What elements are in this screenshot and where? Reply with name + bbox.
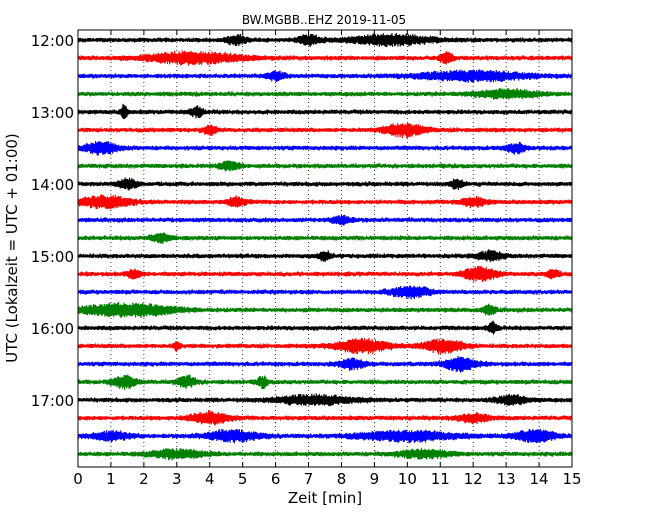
y-tick-label-16:00: 16:00 <box>31 320 74 338</box>
y-tick-label-17:00: 17:00 <box>31 392 74 410</box>
trace-1345 <box>77 160 573 172</box>
plot-frame <box>77 29 573 468</box>
trace-1415 <box>77 194 573 210</box>
trace-1230 <box>77 69 573 83</box>
y-tick-labels: 12:00 13:00 14:00 15:00 16:00 17:00 <box>31 32 74 410</box>
trace-1430 <box>77 214 573 226</box>
trace-1600 <box>77 320 573 335</box>
trace-1700 <box>77 393 573 407</box>
trace-1615 <box>77 337 573 355</box>
trace-1515 <box>77 265 573 283</box>
x-tick-labels: 0 1 2 3 4 5 6 7 8 9 10 11 12 13 14 15 <box>73 470 581 488</box>
x-tick-label-4: 4 <box>205 470 215 488</box>
x-tick-label-2: 2 <box>139 470 149 488</box>
trace-1745 <box>77 447 573 461</box>
trace-1645 <box>77 374 573 391</box>
x-tick-label-3: 3 <box>172 470 182 488</box>
axis-ticks <box>77 30 573 467</box>
traces <box>77 33 573 461</box>
trace-1200 <box>77 33 573 48</box>
x-tick-label-0: 0 <box>73 470 83 488</box>
x-tick-label-6: 6 <box>271 470 281 488</box>
x-axis-label: Zeit [min] <box>288 489 362 507</box>
x-tick-label-11: 11 <box>431 470 450 488</box>
trace-1445 <box>77 232 573 244</box>
trace-1730 <box>77 428 573 444</box>
y-tick-label-14:00: 14:00 <box>31 176 74 194</box>
x-tick-label-14: 14 <box>530 470 549 488</box>
x-tick-label-5: 5 <box>238 470 248 488</box>
x-tick-label-15: 15 <box>562 470 581 488</box>
trace-1545 <box>77 302 573 319</box>
x-tick-label-12: 12 <box>464 470 483 488</box>
trace-1530 <box>77 285 573 300</box>
x-tick-label-9: 9 <box>370 470 380 488</box>
x-tick-label-8: 8 <box>337 470 347 488</box>
y-tick-label-13:00: 13:00 <box>31 104 74 122</box>
grid-lines <box>110 30 540 467</box>
trace-1500 <box>77 249 573 263</box>
y-axis-label: UTC (Lokalzeit = UTC + 01:00) <box>3 133 21 363</box>
x-tick-label-1: 1 <box>106 470 116 488</box>
trace-1330 <box>77 140 573 156</box>
y-tick-label-15:00: 15:00 <box>31 248 74 266</box>
y-tick-label-12:00: 12:00 <box>31 32 74 50</box>
trace-1245 <box>77 87 573 100</box>
trace-1315 <box>77 123 573 139</box>
trace-1215 <box>77 50 573 66</box>
trace-1300 <box>77 103 573 120</box>
trace-1400 <box>77 177 573 191</box>
x-tick-label-7: 7 <box>304 470 314 488</box>
x-tick-label-13: 13 <box>497 470 516 488</box>
x-tick-label-10: 10 <box>398 470 417 488</box>
chart-title: BW.MGBB..EHZ 2019-11-05 <box>242 13 406 27</box>
trace-1630 <box>77 356 573 373</box>
trace-1715 <box>77 410 573 426</box>
